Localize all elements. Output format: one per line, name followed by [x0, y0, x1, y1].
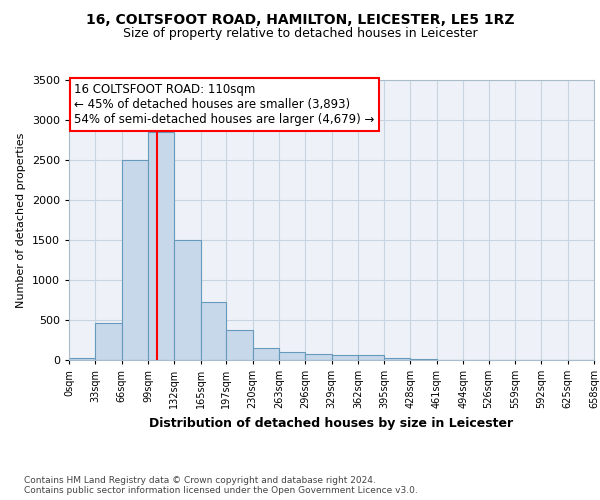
Text: 16, COLTSFOOT ROAD, HAMILTON, LEICESTER, LE5 1RZ: 16, COLTSFOOT ROAD, HAMILTON, LEICESTER,… — [86, 12, 514, 26]
Bar — [175, 240, 200, 360]
Bar — [331, 355, 358, 360]
Bar — [200, 302, 226, 360]
Bar — [279, 352, 305, 360]
Text: Contains HM Land Registry data © Crown copyright and database right 2024.
Contai: Contains HM Land Registry data © Crown c… — [24, 476, 418, 495]
Y-axis label: Number of detached properties: Number of detached properties — [16, 132, 26, 308]
Text: 16 COLTSFOOT ROAD: 110sqm
← 45% of detached houses are smaller (3,893)
54% of se: 16 COLTSFOOT ROAD: 110sqm ← 45% of detac… — [74, 83, 374, 126]
Bar — [122, 160, 148, 360]
Bar — [410, 359, 437, 360]
Bar — [358, 355, 384, 360]
Text: Size of property relative to detached houses in Leicester: Size of property relative to detached ho… — [122, 26, 478, 40]
Bar — [384, 358, 410, 360]
Bar — [226, 330, 253, 360]
Bar — [148, 132, 175, 360]
X-axis label: Distribution of detached houses by size in Leicester: Distribution of detached houses by size … — [149, 416, 514, 430]
Bar — [69, 358, 95, 360]
Bar — [95, 323, 122, 360]
Bar — [305, 354, 331, 360]
Bar — [253, 348, 279, 360]
